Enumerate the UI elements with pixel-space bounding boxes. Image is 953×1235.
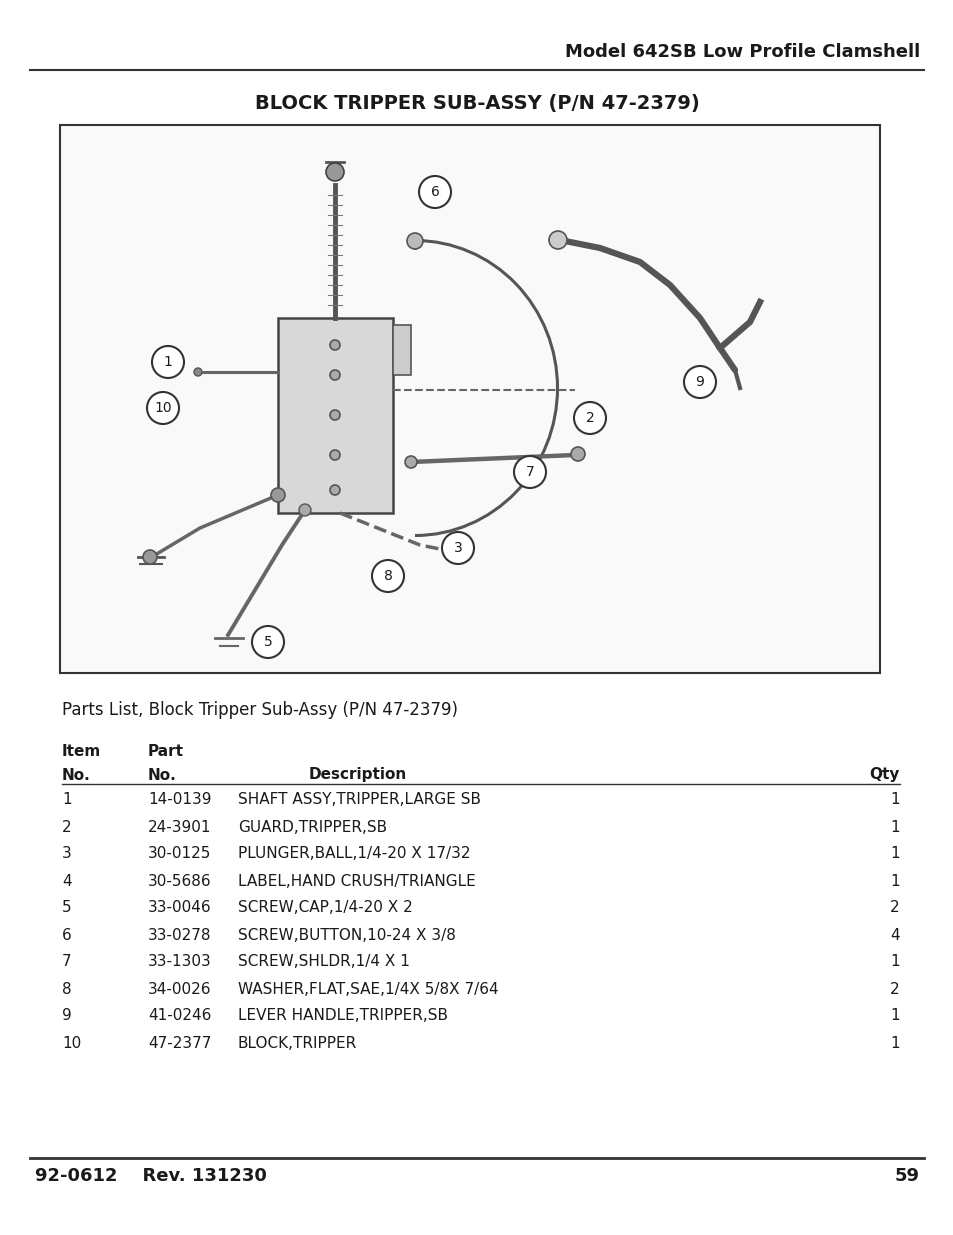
Text: 2: 2 [62, 820, 71, 835]
Text: 14-0139: 14-0139 [148, 793, 212, 808]
Text: SHAFT ASSY,TRIPPER,LARGE SB: SHAFT ASSY,TRIPPER,LARGE SB [237, 793, 480, 808]
Text: 34-0026: 34-0026 [148, 982, 212, 997]
Text: 1: 1 [889, 873, 899, 888]
Text: 3: 3 [62, 846, 71, 862]
Text: 7: 7 [62, 955, 71, 969]
Circle shape [574, 403, 605, 433]
Text: Description: Description [309, 767, 407, 783]
Text: 1: 1 [889, 955, 899, 969]
Text: 1: 1 [889, 1009, 899, 1024]
Circle shape [330, 410, 339, 420]
Text: LEVER HANDLE,TRIPPER,SB: LEVER HANDLE,TRIPPER,SB [237, 1009, 448, 1024]
Text: WASHER,FLAT,SAE,1/4X 5/8X 7/64: WASHER,FLAT,SAE,1/4X 5/8X 7/64 [237, 982, 498, 997]
Text: 92-0612    Rev. 131230: 92-0612 Rev. 131230 [35, 1167, 267, 1186]
Text: 1: 1 [163, 354, 172, 369]
Circle shape [298, 504, 311, 516]
Circle shape [571, 447, 584, 461]
Circle shape [441, 532, 474, 564]
Text: SCREW,CAP,1/4-20 X 2: SCREW,CAP,1/4-20 X 2 [237, 900, 413, 915]
Text: 5: 5 [62, 900, 71, 915]
Text: 59: 59 [894, 1167, 919, 1186]
Circle shape [418, 177, 451, 207]
Circle shape [147, 391, 179, 424]
Text: Parts List, Block Tripper Sub-Assy (P/N 47-2379): Parts List, Block Tripper Sub-Assy (P/N … [62, 701, 457, 719]
Text: 33-1303: 33-1303 [148, 955, 212, 969]
Circle shape [372, 559, 403, 592]
Text: 10: 10 [62, 1035, 81, 1051]
Text: 1: 1 [889, 793, 899, 808]
Text: GUARD,TRIPPER,SB: GUARD,TRIPPER,SB [237, 820, 387, 835]
Text: 4: 4 [889, 927, 899, 942]
Circle shape [152, 346, 184, 378]
Text: 2: 2 [889, 900, 899, 915]
Circle shape [330, 485, 339, 495]
Text: 8: 8 [62, 982, 71, 997]
Text: 7: 7 [525, 466, 534, 479]
Text: 6: 6 [430, 185, 439, 199]
Text: 24-3901: 24-3901 [148, 820, 212, 835]
Circle shape [407, 233, 422, 249]
Text: 1: 1 [62, 793, 71, 808]
Text: 9: 9 [62, 1009, 71, 1024]
Text: Part: Part [148, 745, 184, 760]
Text: 4: 4 [62, 873, 71, 888]
Circle shape [326, 163, 344, 182]
Bar [60, 125, 879, 673]
Circle shape [330, 450, 339, 459]
Text: LABEL,HAND CRUSH/TRIANGLE: LABEL,HAND CRUSH/TRIANGLE [237, 873, 476, 888]
Text: 2: 2 [585, 411, 594, 425]
Circle shape [405, 456, 416, 468]
Text: SCREW,BUTTON,10-24 X 3/8: SCREW,BUTTON,10-24 X 3/8 [237, 927, 456, 942]
Text: 9: 9 [695, 375, 703, 389]
Text: 30-0125: 30-0125 [148, 846, 212, 862]
Circle shape [330, 370, 339, 380]
Text: PLUNGER,BALL,1/4-20 X 17/32: PLUNGER,BALL,1/4-20 X 17/32 [237, 846, 470, 862]
Bar [277, 317, 393, 513]
Text: 2: 2 [889, 982, 899, 997]
Text: BLOCK TRIPPER SUB-ASSY (P/N 47-2379): BLOCK TRIPPER SUB-ASSY (P/N 47-2379) [254, 94, 699, 112]
Text: 3: 3 [453, 541, 462, 555]
Text: SCREW,SHLDR,1/4 X 1: SCREW,SHLDR,1/4 X 1 [237, 955, 410, 969]
Text: 33-0046: 33-0046 [148, 900, 212, 915]
Circle shape [193, 368, 202, 375]
Text: 30-5686: 30-5686 [148, 873, 212, 888]
Text: 6: 6 [62, 927, 71, 942]
Circle shape [548, 231, 566, 249]
Text: No.: No. [62, 767, 91, 783]
Text: Item: Item [62, 745, 101, 760]
Text: 41-0246: 41-0246 [148, 1009, 212, 1024]
Bar [393, 325, 411, 375]
Text: 10: 10 [154, 401, 172, 415]
Text: Model 642SB Low Profile Clamshell: Model 642SB Low Profile Clamshell [564, 43, 919, 61]
Text: 1: 1 [889, 1035, 899, 1051]
Circle shape [683, 366, 716, 398]
Circle shape [330, 340, 339, 350]
Circle shape [271, 488, 285, 501]
Text: 1: 1 [889, 846, 899, 862]
Text: 5: 5 [263, 635, 273, 650]
Circle shape [252, 626, 284, 658]
Text: 1: 1 [889, 820, 899, 835]
Circle shape [143, 550, 157, 564]
Text: 8: 8 [383, 569, 392, 583]
Text: 47-2377: 47-2377 [148, 1035, 212, 1051]
Circle shape [453, 546, 467, 559]
Circle shape [514, 456, 545, 488]
Text: No.: No. [148, 767, 176, 783]
Text: BLOCK,TRIPPER: BLOCK,TRIPPER [237, 1035, 356, 1051]
Text: 33-0278: 33-0278 [148, 927, 212, 942]
Text: Qty: Qty [869, 767, 899, 783]
